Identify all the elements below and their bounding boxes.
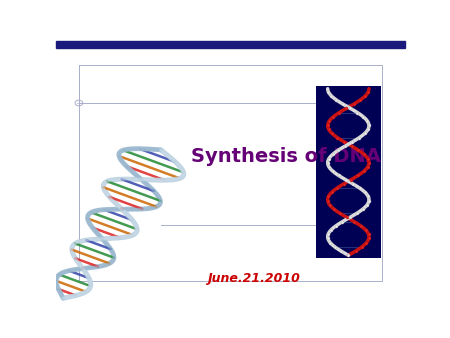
Text: Synthesis of DNA: Synthesis of DNA — [190, 147, 380, 166]
Text: June.21.2010: June.21.2010 — [207, 272, 300, 285]
Bar — [56, 41, 405, 48]
Bar — [79, 65, 382, 281]
Bar — [316, 86, 381, 258]
